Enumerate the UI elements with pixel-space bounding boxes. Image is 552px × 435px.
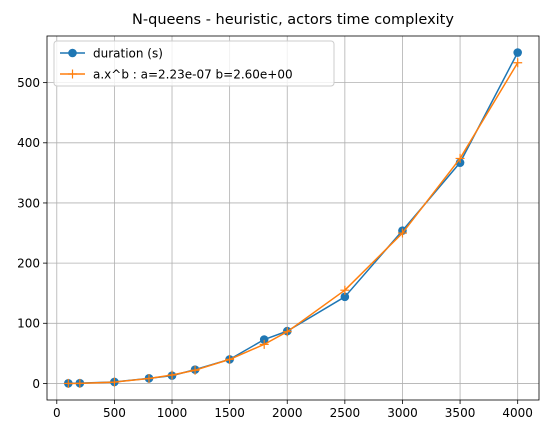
- data-point-1: [190, 365, 200, 375]
- data-point-1: [167, 370, 177, 380]
- data-point-1: [259, 339, 269, 349]
- legend-label: a.x^b : a=2.23e-07 b=2.60e+00: [93, 67, 293, 81]
- y-tick-label: 500: [17, 76, 40, 90]
- x-tick-label: 4000: [502, 406, 533, 420]
- legend: duration (s) a.x^b : a=2.23e-07 b=2.60e+0…: [53, 40, 335, 87]
- data-point-1: [397, 228, 407, 238]
- x-tick-label: 1500: [214, 406, 245, 420]
- data-point-0: [259, 335, 269, 344]
- x-tick-label: 3500: [445, 406, 476, 420]
- data-point-0: [513, 48, 522, 57]
- data-point-1: [75, 378, 85, 388]
- x-tick-label: 500: [103, 406, 126, 420]
- y-tick-label: 300: [17, 196, 40, 210]
- y-tick-label: 200: [17, 256, 40, 270]
- y-tick-label: 0: [32, 377, 40, 391]
- y-tick-label: 100: [17, 317, 40, 331]
- series-line-1: [68, 62, 519, 385]
- x-tick-label: 3000: [387, 406, 418, 420]
- x-tick-label: 1000: [157, 406, 188, 420]
- x-tick-label: 0: [53, 406, 61, 420]
- legend-swatch-marker: [68, 69, 77, 79]
- legend-box: [53, 40, 335, 87]
- data-point-1: [282, 327, 292, 337]
- x-tick-label: 2000: [272, 406, 303, 420]
- data-point-1: [513, 58, 523, 68]
- data-point-0: [340, 292, 350, 302]
- data-point-1: [109, 377, 119, 387]
- legend-label: duration (s): [93, 46, 163, 60]
- y-tick-label: 400: [17, 136, 40, 150]
- data-point-1: [225, 354, 235, 364]
- data-point-1: [144, 374, 154, 384]
- chart-title: N-queens - heuristic, actors time comple…: [132, 12, 454, 28]
- series-layer: [63, 48, 523, 388]
- plot-frame: [46, 35, 540, 401]
- axis-ticks: 0 500 1000 1500 2000 2500 3000 3500 4000 0 100 200 3…: [17, 76, 533, 420]
- x-tick-label: 2500: [330, 406, 361, 420]
- data-point-1: [455, 153, 465, 163]
- data-point-1: [63, 378, 73, 388]
- data-point-1: [340, 285, 350, 295]
- legend-swatch-marker: [68, 48, 77, 58]
- series-line-0: [68, 52, 519, 385]
- grid: [47, 36, 539, 400]
